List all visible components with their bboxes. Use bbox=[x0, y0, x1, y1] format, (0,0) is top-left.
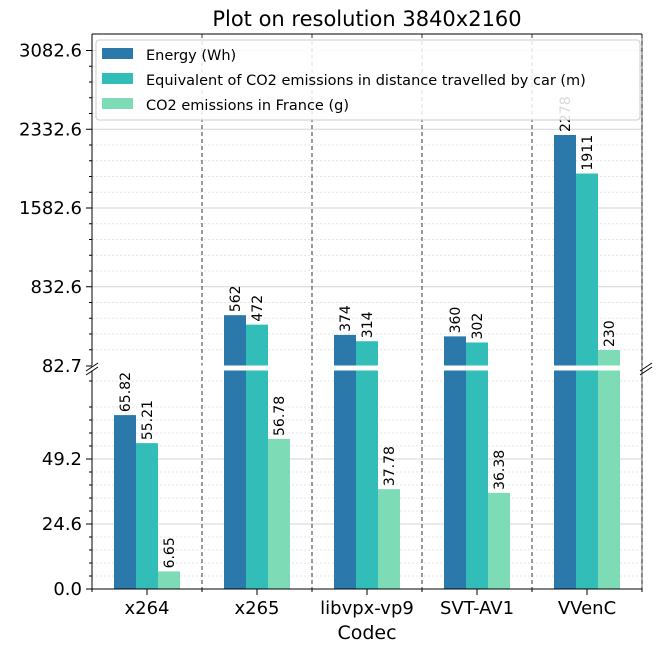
y-tick-label: 0.0 bbox=[53, 579, 82, 600]
bar bbox=[334, 370, 356, 589]
bar bbox=[268, 438, 290, 589]
bar bbox=[598, 370, 620, 589]
bar bbox=[444, 370, 466, 589]
bar bbox=[224, 370, 246, 589]
bar bbox=[246, 370, 268, 589]
value-label: 374 bbox=[338, 305, 354, 332]
value-label: 562 bbox=[228, 285, 244, 312]
value-label: 360 bbox=[448, 307, 464, 334]
y-tick-label: 3082.6 bbox=[19, 41, 82, 62]
x-axis-title: Codec bbox=[337, 622, 396, 644]
y-tick-label: 832.6 bbox=[30, 277, 82, 298]
legend-swatch-co2-france bbox=[102, 98, 133, 109]
y-tick-label: 82.7 bbox=[42, 356, 82, 377]
value-label: 56.78 bbox=[272, 396, 288, 436]
legend-label-co2-france: CO2 emissions in France (g) bbox=[146, 98, 349, 114]
bar bbox=[356, 341, 378, 366]
legend-label-car-distance: Equivalent of CO2 emissions in distance … bbox=[146, 73, 586, 89]
bar bbox=[576, 370, 598, 589]
bar bbox=[466, 370, 488, 589]
x-tick-label: VVenC bbox=[558, 598, 616, 619]
bar bbox=[158, 571, 180, 589]
legend-swatch-car-distance bbox=[102, 73, 133, 84]
y-tick-label: 49.2 bbox=[42, 449, 82, 470]
break-marker bbox=[85, 362, 99, 372]
value-label: 230 bbox=[602, 320, 618, 347]
value-label: 6.65 bbox=[162, 537, 178, 568]
bar bbox=[224, 315, 246, 366]
value-label: 472 bbox=[250, 295, 266, 322]
value-label: 302 bbox=[470, 313, 486, 340]
bar bbox=[488, 492, 510, 589]
value-label: 55.21 bbox=[140, 400, 156, 440]
value-label: 1911 bbox=[580, 135, 596, 171]
bar bbox=[466, 342, 488, 366]
bar bbox=[378, 489, 400, 589]
legend-swatch-energy bbox=[102, 48, 133, 59]
value-label: 37.78 bbox=[382, 446, 398, 486]
x-tick-label: libvpx-vp9 bbox=[320, 598, 414, 619]
bar bbox=[114, 415, 136, 589]
bar bbox=[576, 173, 598, 366]
y-tick-label: 2332.6 bbox=[19, 119, 82, 140]
axes-layer: 0.0 24.6 49.2 82.7 832.6 1582.6 2332.6 3082.6 x2… bbox=[19, 33, 653, 619]
y-tick-label: 24.6 bbox=[42, 514, 82, 535]
bar bbox=[444, 336, 466, 366]
break-marker bbox=[639, 366, 653, 376]
bar bbox=[136, 443, 158, 589]
value-label: 36.38 bbox=[492, 450, 508, 490]
x-tick-label: x265 bbox=[234, 598, 279, 619]
legend-frame bbox=[95, 39, 641, 121]
axis-break-gap bbox=[90, 365, 644, 371]
bar bbox=[598, 350, 620, 366]
legend: Energy (Wh) Equivalent of CO2 emissions … bbox=[95, 39, 641, 121]
bar bbox=[356, 370, 378, 589]
bar bbox=[554, 134, 576, 366]
bar bbox=[554, 370, 576, 589]
y-tick-label: 1582.6 bbox=[19, 198, 82, 219]
value-label: 314 bbox=[360, 311, 376, 338]
x-tick-label: SVT-AV1 bbox=[440, 598, 514, 619]
bar bbox=[246, 324, 268, 366]
legend-label-energy: Energy (Wh) bbox=[146, 48, 236, 64]
bar bbox=[334, 334, 356, 366]
labels-layer: 65.82562374360227855.2147231430219116.65… bbox=[118, 96, 618, 568]
bars-layer bbox=[114, 134, 620, 589]
value-label: 65.82 bbox=[118, 372, 134, 412]
x-tick-label: x264 bbox=[124, 598, 169, 619]
break-marker bbox=[639, 362, 653, 372]
break-marker bbox=[85, 366, 99, 376]
chart-title: Plot on resolution 3840x2160 bbox=[212, 7, 521, 31]
